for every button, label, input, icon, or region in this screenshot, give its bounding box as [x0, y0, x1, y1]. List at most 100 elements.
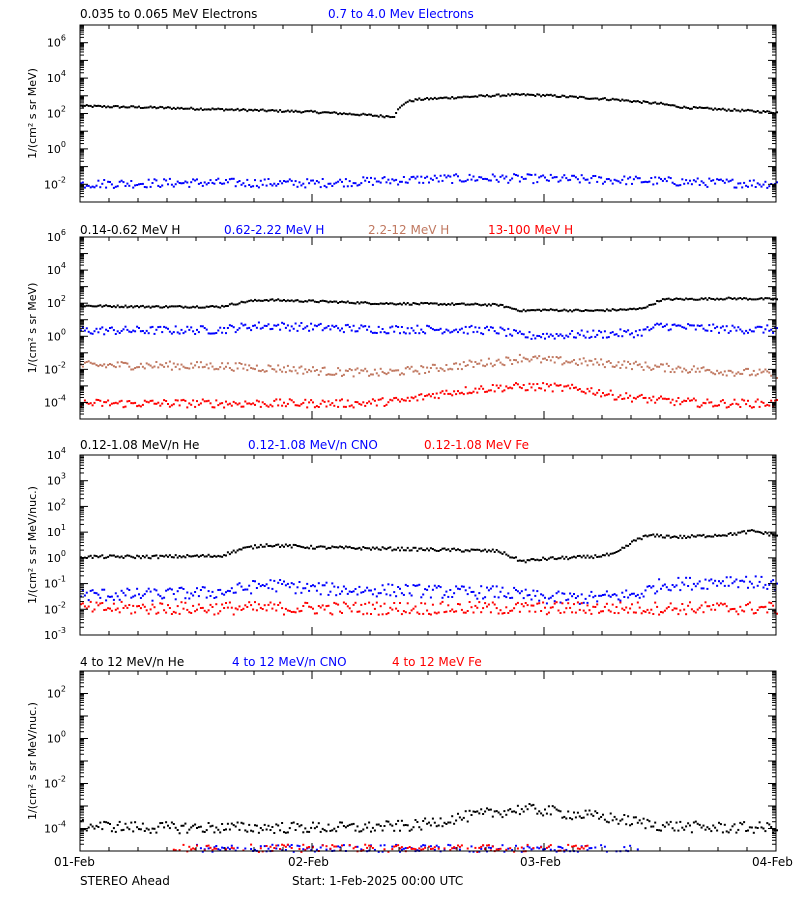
data-point	[205, 844, 208, 847]
data-point	[470, 95, 473, 98]
data-point	[540, 336, 543, 339]
data-point	[524, 389, 527, 392]
data-point	[238, 180, 241, 182]
data-point	[230, 404, 233, 407]
data-point	[594, 393, 597, 396]
data-point	[178, 107, 181, 110]
data-point	[230, 177, 233, 180]
data-point	[168, 305, 171, 308]
data-point	[433, 396, 436, 399]
data-point	[348, 180, 351, 183]
data-point	[114, 555, 117, 558]
data-point	[652, 303, 655, 306]
data-point	[482, 597, 485, 600]
data-point	[151, 325, 154, 328]
data-point	[745, 367, 748, 370]
data-point	[290, 611, 293, 613]
data-point	[300, 184, 303, 187]
data-point	[219, 610, 222, 613]
data-point	[246, 110, 249, 113]
data-point	[366, 114, 369, 116]
data-point	[130, 612, 133, 615]
data-point	[368, 589, 371, 592]
data-point	[663, 397, 666, 400]
data-point	[101, 828, 104, 831]
data-point	[342, 331, 345, 334]
data-point	[317, 323, 320, 326]
data-point	[292, 850, 295, 853]
data-point	[486, 605, 488, 608]
data-point	[329, 612, 332, 615]
data-point	[145, 827, 148, 830]
data-point	[207, 305, 210, 308]
data-point	[136, 605, 139, 608]
data-point	[428, 325, 430, 328]
data-point	[257, 851, 260, 853]
data-point	[240, 300, 243, 303]
data-point	[725, 406, 728, 409]
data-point	[563, 308, 566, 311]
data-point	[377, 180, 380, 183]
data-point	[221, 592, 224, 595]
data-point	[219, 831, 222, 834]
data-point	[196, 108, 198, 111]
data-point	[344, 826, 347, 829]
data-point	[768, 110, 771, 113]
data-point	[650, 303, 653, 306]
data-point	[319, 606, 322, 609]
data-point	[312, 846, 314, 849]
data-point	[536, 558, 539, 561]
data-point	[748, 109, 751, 112]
data-point	[534, 173, 537, 176]
data-point	[640, 334, 643, 337]
data-point	[574, 95, 577, 98]
data-point	[544, 808, 546, 811]
data-point	[466, 820, 469, 823]
data-point	[441, 596, 444, 599]
data-point	[120, 589, 123, 592]
y-tick-label: 102	[47, 105, 66, 121]
data-point	[145, 362, 148, 365]
data-point	[474, 361, 477, 363]
data-point	[497, 93, 500, 96]
data-point	[124, 555, 127, 558]
data-point	[576, 97, 579, 99]
data-point	[716, 534, 719, 537]
data-point	[733, 326, 736, 329]
data-point	[283, 831, 285, 834]
data-point	[172, 556, 175, 559]
data-point	[213, 108, 216, 111]
data-point	[538, 599, 541, 602]
data-point	[132, 830, 135, 833]
data-point	[631, 823, 633, 826]
data-point	[226, 551, 229, 554]
data-point	[308, 830, 311, 833]
data-point	[756, 530, 759, 533]
data-point	[120, 829, 123, 832]
data-point	[342, 585, 345, 588]
data-point	[571, 845, 574, 848]
legend-entry: 2.2-12 MeV H	[368, 223, 449, 237]
data-point	[447, 843, 450, 846]
data-point	[627, 611, 630, 614]
data-point	[296, 844, 299, 847]
data-point	[545, 812, 548, 815]
data-point	[192, 107, 195, 110]
data-point	[271, 843, 274, 846]
data-point	[555, 333, 558, 335]
data-point	[528, 382, 531, 385]
data-point	[634, 595, 637, 598]
data-point	[571, 330, 574, 332]
data-point	[364, 325, 367, 328]
data-point	[578, 309, 581, 312]
data-point	[631, 101, 633, 103]
data-point	[275, 609, 278, 612]
data-point	[426, 394, 429, 397]
data-point	[408, 846, 411, 848]
y-axis-label: 1/(cm² s sr MeV)	[26, 283, 39, 374]
data-point	[184, 180, 187, 183]
data-point	[85, 591, 88, 594]
data-point	[735, 402, 738, 405]
data-point	[176, 590, 179, 593]
data-point	[120, 361, 123, 364]
